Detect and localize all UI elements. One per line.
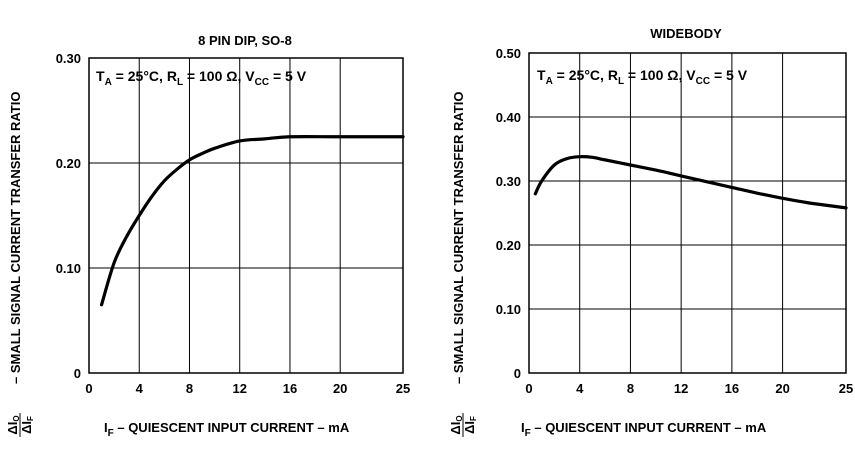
y-tick-label: 0 [74,366,81,381]
x-axis-label: IF – QUIESCENT INPUT CURRENT – mA [104,420,350,439]
y-tick-label: 0.40 [496,110,521,125]
svg-text:ΔIF: ΔIF [462,416,478,434]
y-axis-label: – SMALL SIGNAL CURRENT TRANSFER RATIO [451,91,466,384]
x-tick-label: 20 [333,381,347,396]
y-axis-label-fraction: ΔIO ΔIF [448,413,478,437]
y-tick-label: 0.10 [496,302,521,317]
grid-lines [89,58,403,373]
y-tick-label: 0.10 [56,261,81,276]
svg-text:ΔIF: ΔIF [19,416,35,434]
y-tick-labels: 0 0.10 0.20 0.30 0.40 0.50 [496,46,521,381]
x-tick-label: 8 [627,381,634,396]
x-tick-label: 0 [525,381,532,396]
x-tick-label: 25 [839,381,853,396]
y-tick-label: 0.20 [56,156,81,171]
x-tick-label: 8 [186,381,193,396]
x-tick-label: 16 [283,381,297,396]
x-tick-label: 12 [674,381,688,396]
x-tick-label: 20 [775,381,789,396]
x-tick-label: 0 [85,381,92,396]
y-tick-label: 0.30 [56,51,81,66]
y-tick-label: 0.20 [496,238,521,253]
x-tick-label: 4 [136,381,144,396]
plot-frame [528,52,847,374]
test-conditions: TA = 25°C, RL = 100 Ω, VCC = 5 V [96,68,307,88]
chart-title: 8 PIN DIP, SO-8 [198,33,292,48]
series-line [533,155,848,210]
test-conditions: TA = 25°C, RL = 100 Ω, VCC = 5 V [537,67,748,87]
y-tick-labels: 0 0.10 0.20 0.30 [56,51,81,381]
plot-frame [88,57,404,374]
y-tick-label: 0.50 [496,46,521,61]
y-axis-label: – SMALL SIGNAL CURRENT TRANSFER RATIO [8,91,23,384]
chart-8-pin-dip: 8 PIN DIP, SO-8 TA = 25°C, RL = 100 Ω, V… [5,33,410,439]
chart-widebody: WIDEBODY TA = 25°C, RL = 100 Ω, VCC = 5 … [448,26,853,439]
x-tick-label: 12 [232,381,246,396]
x-tick-labels: 0 4 8 12 16 20 25 [85,381,410,396]
y-axis-label-fraction: ΔIO ΔIF [5,413,35,437]
x-tick-label: 25 [396,381,410,396]
y-tick-label: 0.30 [496,174,521,189]
x-tick-label: 4 [576,381,584,396]
x-tick-label: 16 [725,381,739,396]
grid-lines [529,53,846,373]
x-tick-labels: 0 4 8 12 16 20 25 [525,381,853,396]
svg-text:ΔIO: ΔIO [448,415,464,434]
x-axis-label: IF – QUIESCENT INPUT CURRENT – mA [521,420,767,439]
series-line [99,134,405,307]
chart-title: WIDEBODY [650,26,722,41]
y-tick-label: 0 [514,366,521,381]
svg-text:ΔIO: ΔIO [5,415,21,434]
